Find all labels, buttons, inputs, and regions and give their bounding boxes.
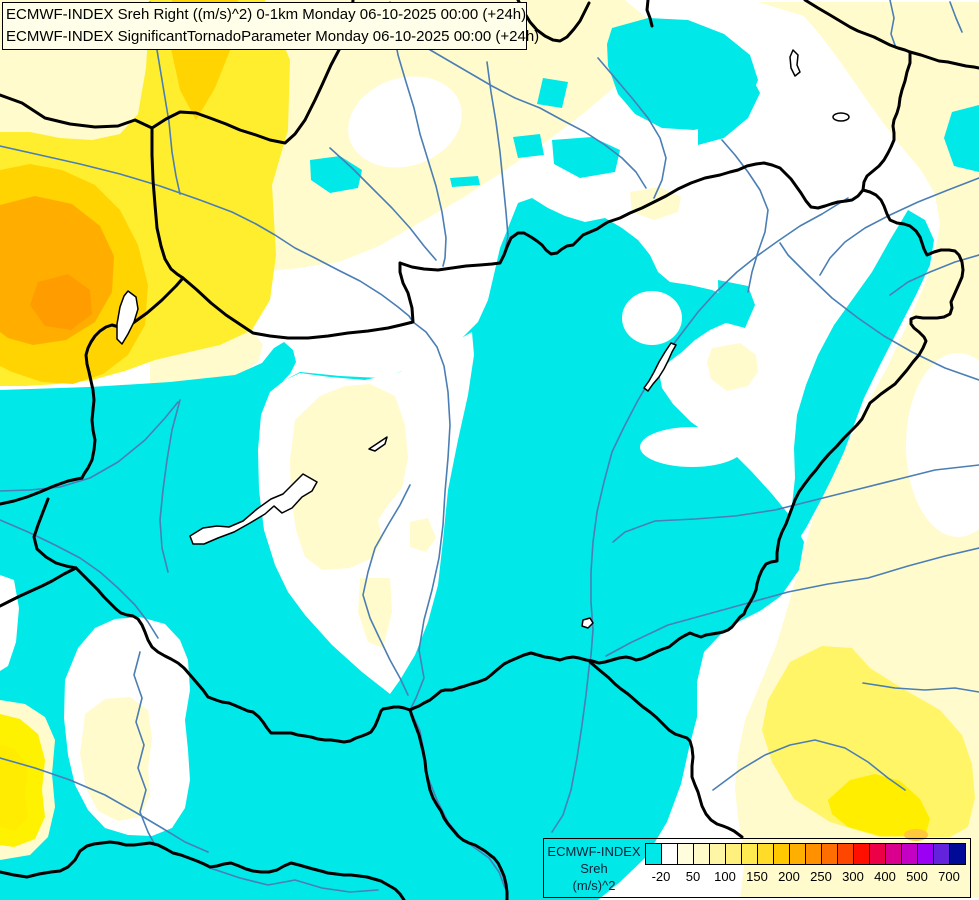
legend-tick: 250: [810, 869, 832, 884]
river-drava: [0, 519, 159, 639]
river-vah: [389, 1, 447, 267]
legend-tick: 100: [714, 869, 736, 884]
legend-swatch: [694, 843, 710, 865]
legend-swatch: [742, 843, 758, 865]
legend-swatch: [822, 843, 838, 865]
legend-tick: 150: [746, 869, 768, 884]
legend-tick-labels: -20 50 100 150 200 250 300 400 500 700: [645, 867, 965, 887]
legend-swatch: [678, 843, 694, 865]
legend-swatch: [886, 843, 902, 865]
river-sava: [0, 757, 209, 853]
legend-color-bar: [645, 843, 966, 865]
color-scale-legend: ECMWF-INDEX Sreh (m/s)^2 -20 50 100 150 200 2…: [543, 838, 971, 898]
lakes: [116, 49, 850, 629]
map-title-box: ECMWF-INDEX Sreh Right ((m/s)^2) 0-1km M…: [2, 2, 540, 50]
lake-velence: [368, 436, 388, 452]
legend-tick: 300: [842, 869, 864, 884]
legend-tick: 500: [906, 869, 928, 884]
legend-title-line3: (m/s)^2: [572, 877, 616, 893]
lake-balaton: [189, 473, 318, 545]
legend-swatch: [902, 843, 918, 865]
legend-swatch: [806, 843, 822, 865]
lake-neusiedl: [116, 290, 139, 345]
legend-swatch: [726, 843, 742, 865]
legend-tick: 700: [938, 869, 960, 884]
legend-tick: 400: [874, 869, 896, 884]
map-title-line2: ECMWF-INDEX SignificantTornadoParameter …: [6, 28, 540, 45]
lake-tisza: [643, 342, 677, 392]
legend-swatch: [790, 843, 806, 865]
river-danube: [0, 145, 414, 323]
legend-tick: 200: [778, 869, 800, 884]
legend-swatch: [774, 843, 790, 865]
legend-swatch: [870, 843, 886, 865]
legend-swatch: [838, 843, 854, 865]
legend-swatch: [950, 843, 966, 865]
river-tisza: [551, 197, 849, 833]
map-title-line1: ECMWF-INDEX Sreh Right ((m/s)^2) 0-1km M…: [6, 6, 527, 23]
legend-title-line1: ECMWF-INDEX: [547, 843, 641, 859]
legend-title: ECMWF-INDEX Sreh (m/s)^2: [544, 839, 644, 897]
legend-swatch: [645, 843, 662, 865]
legend-swatch: [934, 843, 950, 865]
high-sreh-region-southwest: [0, 714, 45, 847]
legend-swatch: [758, 843, 774, 865]
legend-swatch: [918, 843, 934, 865]
legend-tick: 50: [685, 869, 701, 884]
legend-swatch: [854, 843, 870, 865]
legend-tick: -20: [651, 869, 671, 884]
legend-swatch: [662, 843, 678, 865]
legend-title-line2: Sreh: [580, 860, 608, 876]
legend-swatch: [710, 843, 726, 865]
